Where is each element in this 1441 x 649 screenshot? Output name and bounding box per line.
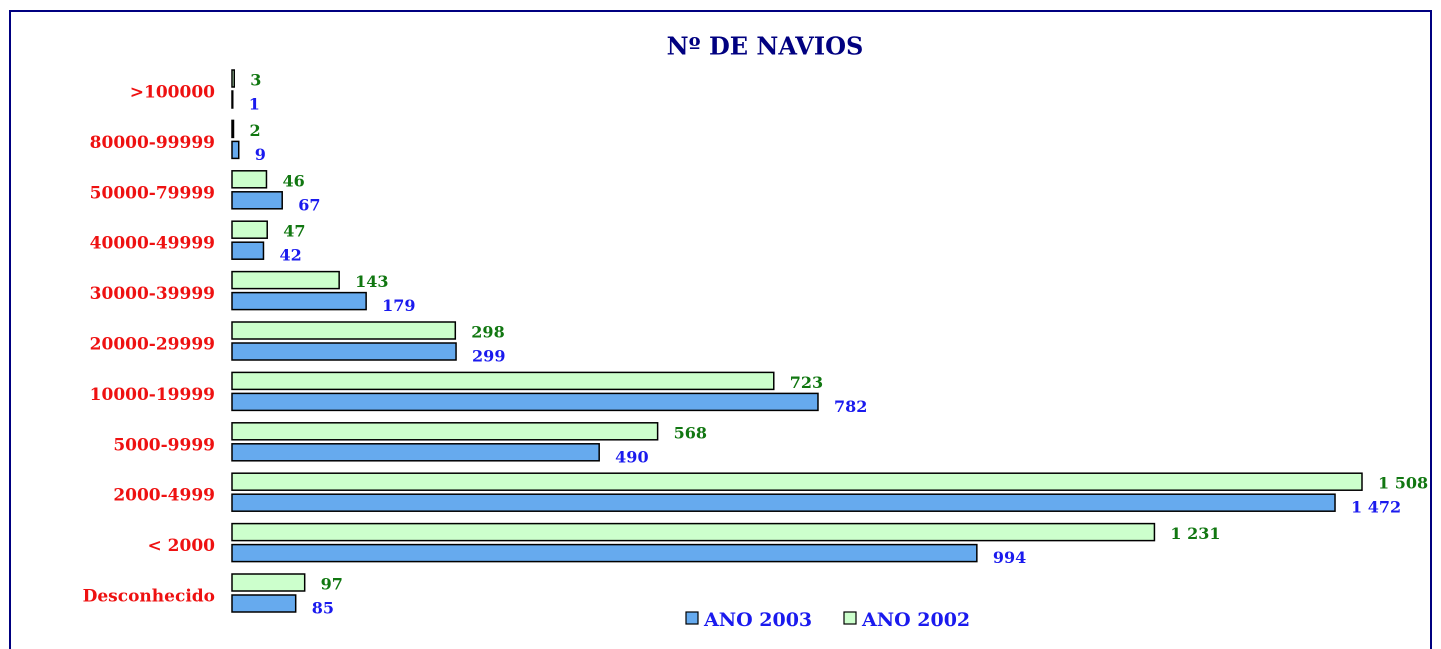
bar bbox=[231, 371, 775, 391]
value-label: 179 bbox=[382, 296, 415, 315]
bar bbox=[231, 90, 234, 109]
legend-label: ANO 2002 bbox=[861, 609, 970, 631]
value-label: 143 bbox=[355, 272, 388, 291]
value-label: 42 bbox=[279, 246, 301, 265]
category-label: >100000 bbox=[130, 83, 215, 103]
value-label: 9 bbox=[255, 145, 266, 164]
value-label: 67 bbox=[298, 195, 320, 214]
value-label: 2 bbox=[249, 121, 260, 140]
bar bbox=[231, 493, 1336, 512]
legend-swatch bbox=[685, 611, 699, 625]
value-label: 47 bbox=[283, 222, 305, 241]
bar bbox=[231, 543, 978, 563]
bar bbox=[231, 443, 600, 462]
bar bbox=[231, 170, 268, 189]
bar bbox=[231, 119, 235, 139]
value-label: 298 bbox=[471, 323, 504, 342]
frame bbox=[9, 10, 1432, 649]
value-label: 97 bbox=[321, 575, 343, 594]
bar bbox=[231, 321, 457, 340]
value-label: 723 bbox=[790, 373, 823, 392]
value-label: 1 bbox=[249, 95, 260, 114]
bar bbox=[231, 220, 268, 239]
bar bbox=[231, 342, 457, 361]
legend-label: ANO 2003 bbox=[703, 609, 812, 631]
bar bbox=[231, 291, 367, 311]
category-label: 20000-29999 bbox=[90, 335, 215, 355]
category-label: 40000-49999 bbox=[90, 234, 215, 254]
category-label: < 2000 bbox=[148, 536, 216, 556]
value-label: 85 bbox=[312, 599, 334, 618]
bar bbox=[231, 241, 265, 260]
category-label: 50000-79999 bbox=[90, 183, 215, 203]
value-label: 782 bbox=[834, 397, 867, 416]
category-label: 30000-39999 bbox=[90, 284, 215, 304]
chart-title: Nº DE NAVIOS bbox=[667, 32, 864, 61]
bar bbox=[231, 573, 306, 592]
value-label: 1 231 bbox=[1170, 524, 1220, 543]
bar bbox=[231, 191, 283, 210]
bar bbox=[231, 472, 1363, 491]
category-label: 80000-99999 bbox=[90, 133, 215, 153]
bar bbox=[231, 594, 297, 613]
category-label: 10000-19999 bbox=[90, 385, 215, 405]
value-label: 46 bbox=[282, 171, 304, 190]
category-label: 2000-4999 bbox=[113, 486, 215, 506]
value-label: 994 bbox=[993, 548, 1026, 567]
value-label: 299 bbox=[472, 347, 505, 366]
value-label: 3 bbox=[250, 71, 261, 90]
legend-swatch bbox=[843, 611, 857, 625]
bar bbox=[231, 392, 819, 412]
value-label: 490 bbox=[615, 447, 648, 466]
bar bbox=[231, 140, 240, 160]
bar bbox=[231, 422, 659, 441]
bar bbox=[231, 270, 340, 290]
value-label: 568 bbox=[674, 423, 707, 442]
value-label: 1 508 bbox=[1378, 474, 1428, 493]
bar bbox=[231, 69, 235, 88]
category-label: 5000-9999 bbox=[113, 435, 215, 455]
bar bbox=[231, 522, 1156, 542]
value-label: 1 472 bbox=[1351, 498, 1401, 517]
category-label: Desconhecido bbox=[83, 587, 215, 607]
